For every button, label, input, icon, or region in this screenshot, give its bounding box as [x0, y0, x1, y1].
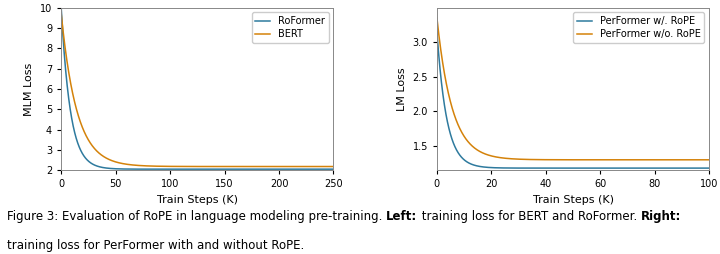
Line: PerFormer w/. RoPE: PerFormer w/. RoPE: [437, 32, 709, 168]
RoFormer: [182, 168, 191, 171]
PerFormer w/. RoPE: [647, 167, 656, 170]
PerFormer w/. RoPE: [446, 134, 455, 137]
PerFormer w/o. RoPE: [697, 158, 706, 161]
BERT: [271, 165, 280, 168]
RoFormer: [71, 133, 79, 136]
Y-axis label: MLM Loss: MLM Loss: [24, 62, 35, 116]
PerFormer w/. RoPE: [697, 167, 706, 170]
RoFormer: [57, 6, 66, 9]
BERT: [321, 165, 330, 168]
PerFormer w/. RoPE: [565, 167, 574, 170]
BERT: [321, 165, 330, 168]
X-axis label: Train Steps (K): Train Steps (K): [533, 195, 613, 205]
BERT: [71, 102, 79, 105]
Y-axis label: LM Loss: LM Loss: [397, 67, 407, 111]
X-axis label: Train Steps (K): Train Steps (K): [157, 195, 238, 205]
PerFormer w/o. RoPE: [647, 158, 656, 161]
PerFormer w/o. RoPE: [433, 17, 441, 20]
BERT: [329, 165, 338, 168]
PerFormer w/o. RoPE: [697, 158, 706, 161]
Text: Right:: Right:: [641, 210, 681, 223]
RoFormer: [189, 168, 198, 171]
Line: PerFormer w/o. RoPE: PerFormer w/o. RoPE: [437, 18, 709, 160]
BERT: [182, 165, 191, 168]
PerFormer w/o. RoPE: [705, 158, 714, 161]
PerFormer w/o. RoPE: [558, 158, 567, 161]
Legend: RoFormer, BERT: RoFormer, BERT: [251, 12, 328, 43]
Text: Figure 3: Evaluation of RoPE in language modeling pre-training.: Figure 3: Evaluation of RoPE in language…: [7, 210, 387, 223]
Text: Left:: Left:: [387, 210, 418, 223]
Line: BERT: BERT: [61, 14, 333, 167]
RoFormer: [321, 168, 330, 171]
RoFormer: [321, 168, 330, 171]
BERT: [57, 12, 66, 15]
Legend: PerFormer w/. RoPE, PerFormer w/o. RoPE: PerFormer w/. RoPE, PerFormer w/o. RoPE: [573, 12, 704, 43]
Line: RoFormer: RoFormer: [61, 8, 333, 169]
PerFormer w/o. RoPE: [446, 102, 455, 105]
Text: training loss for PerFormer with and without RoPE.: training loss for PerFormer with and wit…: [7, 239, 305, 252]
PerFormer w/. RoPE: [558, 167, 567, 170]
Text: training loss for BERT and RoFormer.: training loss for BERT and RoFormer.: [418, 210, 641, 223]
RoFormer: [329, 168, 338, 171]
RoFormer: [271, 168, 280, 171]
PerFormer w/o. RoPE: [565, 158, 574, 161]
PerFormer w/. RoPE: [697, 167, 706, 170]
PerFormer w/. RoPE: [433, 30, 441, 33]
BERT: [189, 165, 198, 168]
PerFormer w/. RoPE: [705, 167, 714, 170]
